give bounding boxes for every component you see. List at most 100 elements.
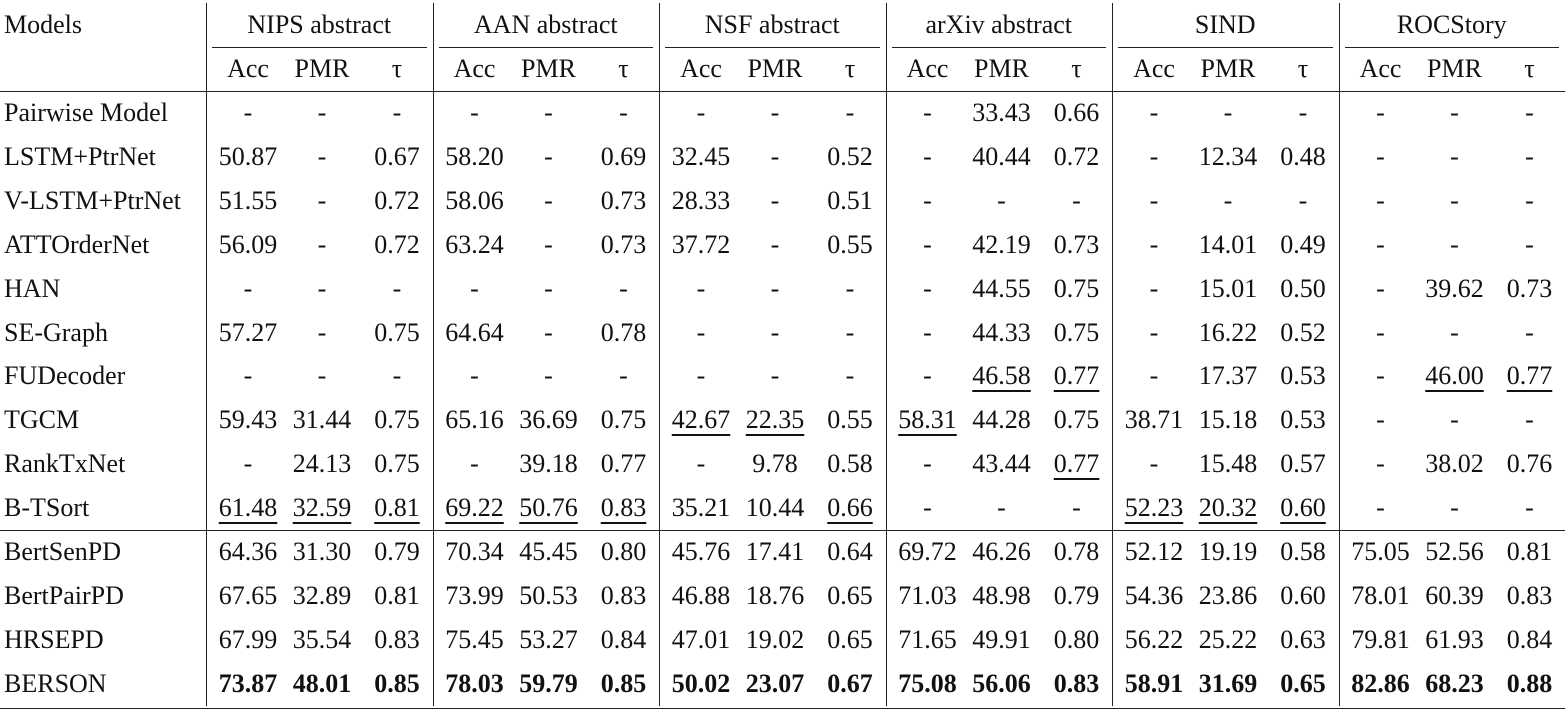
cell: 0.52	[1280, 317, 1326, 347]
group-header: SIND	[1194, 10, 1256, 39]
column-divider	[885, 3, 887, 706]
column-header: τ	[618, 54, 629, 83]
cell: 38.71	[1124, 405, 1184, 435]
column-header: Acc	[453, 54, 496, 83]
cell: 0.75	[1053, 405, 1100, 435]
cell: 17.41	[745, 537, 805, 566]
cell: -	[696, 449, 706, 479]
column-header: PMR	[1200, 54, 1256, 83]
column-header: PMR	[974, 54, 1029, 83]
cell: 73.99	[445, 580, 504, 610]
cell: 52.56	[1425, 537, 1484, 566]
cell: 0.73	[1053, 229, 1100, 259]
cell: 28.33	[671, 185, 731, 215]
column-divider	[1112, 3, 1113, 706]
cell: 22.35	[745, 405, 805, 435]
column-header: PMR	[521, 54, 576, 83]
cell: 32.45	[671, 141, 731, 171]
cell: -	[923, 493, 932, 523]
column-header: Acc	[906, 54, 949, 83]
cell: 0.81	[374, 493, 420, 523]
cell: -	[923, 185, 932, 215]
cell: -	[544, 98, 553, 127]
cell: 0.67	[827, 668, 873, 698]
cell: 0.55	[827, 405, 873, 435]
cell: -	[923, 141, 932, 171]
cell: 59.79	[519, 668, 578, 698]
cell: 39.62	[1425, 273, 1484, 303]
cell: 20.32	[1198, 493, 1258, 523]
cell: 0.88	[1506, 668, 1553, 698]
cell: 0.77	[1506, 361, 1553, 391]
cell: 71.03	[898, 580, 957, 610]
cell: -	[1525, 317, 1534, 347]
cell: -	[923, 273, 932, 303]
cell: 0.48	[1280, 141, 1326, 171]
cell: -	[1149, 185, 1159, 215]
column-header: τ	[1524, 54, 1535, 83]
cell: 12.34	[1198, 141, 1258, 171]
cell: -	[1376, 449, 1385, 479]
cell: 15.01	[1198, 273, 1258, 303]
cell: 56.06	[972, 668, 1031, 698]
cell: -	[770, 185, 780, 215]
column-header: τ	[844, 54, 856, 83]
cell: 44.55	[972, 273, 1031, 303]
cell: 0.55	[827, 229, 873, 259]
cell: 18.76	[745, 580, 805, 610]
cell: -	[997, 493, 1006, 523]
cell: 14.01	[1198, 229, 1258, 259]
cell: -	[1149, 141, 1159, 171]
cell: 75.05	[1351, 537, 1410, 566]
column-header: τ	[391, 54, 403, 83]
cell: 49.91	[972, 624, 1031, 654]
cell: 50.53	[519, 580, 578, 610]
cell: 45.45	[519, 537, 578, 566]
model-name: FUDecoder	[4, 361, 126, 391]
cell: 0.73	[1506, 273, 1553, 303]
model-name: V-LSTM+PtrNet	[4, 185, 181, 215]
cell: 0.79	[1053, 580, 1100, 610]
cell: -	[243, 361, 253, 391]
section-rule	[0, 530, 1565, 531]
cell: 0.81	[1506, 537, 1553, 566]
group-rule	[212, 47, 427, 48]
cell: 0.66	[827, 493, 873, 523]
cell: -	[1072, 185, 1081, 215]
group-rule	[891, 47, 1106, 48]
cell: -	[923, 449, 932, 479]
cell: 44.33	[972, 317, 1031, 347]
cell: 24.13	[292, 449, 352, 479]
cell: -	[544, 273, 553, 303]
cell: 75.45	[445, 624, 504, 654]
cell: 58.31	[898, 405, 957, 435]
cell: 0.84	[600, 624, 647, 654]
cell: 46.00	[1425, 361, 1484, 391]
cell: -	[1525, 185, 1534, 215]
cell: 40.44	[972, 141, 1031, 171]
cell: 0.58	[827, 449, 873, 479]
model-name: BERSON	[4, 668, 107, 698]
model-name: SE-Graph	[4, 317, 108, 347]
cell: -	[923, 229, 932, 259]
cell: -	[923, 361, 932, 391]
cell: -	[317, 361, 327, 391]
cell: 79.81	[1351, 624, 1410, 654]
cell: 56.22	[1124, 624, 1184, 654]
cell: 0.75	[600, 405, 647, 435]
cell: 0.73	[600, 229, 647, 259]
cell: -	[317, 141, 327, 171]
cell: -	[317, 98, 327, 127]
model-name: B-TSort	[4, 493, 90, 523]
cell: 42.67	[671, 405, 731, 435]
cell: 56.09	[218, 229, 278, 259]
cell: -	[1525, 229, 1534, 259]
cell: -	[1376, 405, 1385, 435]
cell: 0.67	[374, 141, 420, 171]
cell: 0.72	[374, 229, 420, 259]
cell: -	[317, 229, 327, 259]
cell: -	[544, 141, 553, 171]
cell: 0.80	[600, 537, 647, 566]
cell: 0.83	[1506, 580, 1553, 610]
cell: -	[696, 98, 706, 127]
